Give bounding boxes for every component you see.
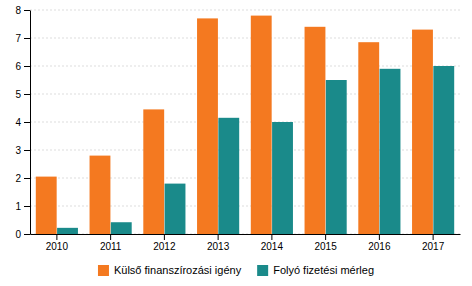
y-tick: 5 [15,89,30,100]
x-tick-label: 2011 [100,241,122,252]
y-tick: 2 [15,173,30,184]
x-tick: 2010 [46,234,69,252]
y-tick: 0 [15,229,30,240]
y-tick-mark [24,94,30,95]
x-tick: 2011 [100,234,122,252]
bar [143,109,164,234]
x-tick-mark [379,234,380,240]
x-axis: 2010 2011 2012 2013 2014 2015 2016 2017 [31,234,461,252]
y-axis: 0 1 2 3 4 5 6 7 8 [15,5,30,240]
bar [380,69,401,234]
legend-label: Folyó fizetési mérleg [273,264,374,276]
y-tick-mark [24,122,30,123]
bar [433,66,454,234]
y-tick-label: 7 [15,33,21,44]
x-tick: 2014 [261,234,284,252]
y-tick: 3 [15,145,30,156]
y-tick-label: 8 [15,5,21,16]
legend-swatch [257,265,268,276]
y-tick-mark [24,234,30,235]
x-tick-label: 2017 [422,241,445,252]
bar [358,42,379,234]
x-axis-line [31,234,461,235]
y-tick-label: 2 [15,173,21,184]
y-tick-mark [24,178,30,179]
y-tick: 1 [15,201,30,212]
x-tick: 2016 [368,234,391,252]
x-tick-label: 2016 [368,241,391,252]
x-tick-label: 2014 [261,241,284,252]
y-axis-line [30,11,31,235]
chart-container: 0123456782010201120122013201420152016201… [0,0,472,286]
legend: Külső finanszírozási igény Folyó fizetési… [98,264,374,276]
bar [57,228,78,234]
y-tick: 8 [15,5,30,16]
y-tick-label: 5 [15,89,21,100]
y-tick-mark [24,150,30,151]
x-tick-mark [433,234,434,240]
x-tick: 2012 [153,234,176,252]
grid [30,10,460,234]
grid-line [30,38,460,39]
x-tick-mark [218,234,219,240]
y-tick: 4 [15,117,30,128]
y-tick-mark [24,206,30,207]
y-tick: 7 [15,33,30,44]
x-tick-mark [110,234,111,240]
x-tick-mark [56,234,57,240]
bar [36,177,57,234]
y-tick-mark [24,66,30,67]
bar [111,222,132,234]
legend-label: Külső finanszírozási igény [114,264,242,276]
bar-series [57,66,454,234]
chart-svg: 0123456782010201120122013201420152016201… [0,0,472,286]
y-tick-label: 0 [15,229,21,240]
y-tick-label: 1 [15,201,21,212]
x-tick-label: 2010 [46,241,69,252]
y-tick-label: 3 [15,145,21,156]
y-tick-label: 6 [15,61,21,72]
legend-swatch [98,265,109,276]
y-tick: 6 [15,61,30,72]
bar [251,16,272,234]
x-tick-label: 2013 [207,241,230,252]
x-tick-mark [164,234,165,240]
x-tick-mark [271,234,272,240]
bar [197,18,218,234]
bar [412,30,433,234]
x-tick: 2013 [207,234,230,252]
x-tick-mark [325,234,326,240]
y-tick-mark [24,10,30,11]
x-tick-label: 2015 [315,241,338,252]
bar [90,156,111,234]
bar-series [36,16,433,234]
legend-item: Folyó fizetési mérleg [257,264,374,276]
grid-line [30,66,460,67]
y-tick-label: 4 [15,117,21,128]
bar [305,27,326,234]
x-tick: 2017 [422,234,445,252]
bar [326,80,347,234]
x-tick-label: 2012 [153,241,176,252]
grid-line [30,10,460,11]
y-tick-mark [24,38,30,39]
x-tick: 2015 [315,234,338,252]
bar [218,118,239,234]
bar [165,184,186,234]
legend-item: Külső finanszírozási igény [98,264,242,276]
bar [272,122,293,234]
bars [36,16,454,234]
plot-area: 0123456782010201120122013201420152016201… [15,5,460,252]
